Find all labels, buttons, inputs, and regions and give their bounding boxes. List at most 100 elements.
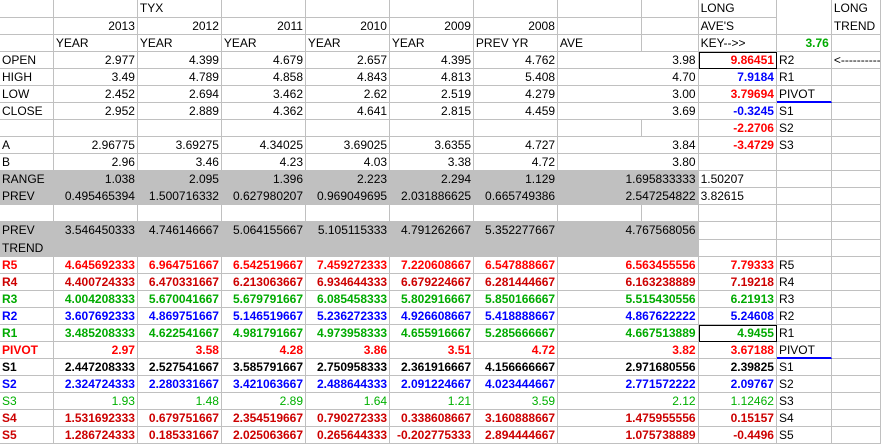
- key-value[interactable]: 6.21913: [698, 291, 777, 308]
- cell[interactable]: 0.627980207: [221, 188, 307, 205]
- row-label[interactable]: LOW: [0, 86, 54, 103]
- key-value[interactable]: 4.9455: [698, 325, 777, 342]
- cell[interactable]: 3.421063667: [221, 376, 307, 393]
- cell[interactable]: [776, 171, 832, 188]
- cell[interactable]: 1.50207: [698, 171, 777, 188]
- cell[interactable]: [831, 308, 881, 325]
- cell[interactable]: [776, 18, 832, 35]
- cell[interactable]: [221, 120, 306, 137]
- cell[interactable]: 1.286724333: [53, 427, 138, 444]
- key-value[interactable]: [698, 154, 777, 171]
- cell[interactable]: [776, 240, 832, 257]
- key-value[interactable]: 3.79694: [698, 86, 777, 103]
- cell[interactable]: [0, 35, 54, 52]
- cell[interactable]: 2.025063667: [221, 427, 307, 444]
- cell[interactable]: 2.361916667: [390, 359, 475, 376]
- cell[interactable]: [0, 120, 54, 137]
- cell[interactable]: 4.926608667: [390, 308, 475, 325]
- row-label[interactable]: S5: [0, 427, 54, 444]
- cell[interactable]: 4.762: [474, 52, 559, 69]
- key-value[interactable]: 0.15157: [698, 410, 777, 427]
- cell[interactable]: 3.00: [558, 86, 699, 103]
- cell[interactable]: [777, 0, 832, 18]
- cell[interactable]: 1.21: [390, 393, 475, 410]
- year-header[interactable]: 2010: [305, 18, 390, 35]
- cell[interactable]: [831, 359, 881, 376]
- cell[interactable]: 6.563455556: [558, 257, 699, 274]
- cell[interactable]: 2.62: [306, 86, 391, 103]
- level-name[interactable]: R1: [776, 69, 832, 86]
- row-label[interactable]: A: [0, 137, 54, 154]
- cell[interactable]: 4.858: [221, 69, 307, 86]
- row-label[interactable]: S3: [0, 393, 54, 410]
- key-value[interactable]: 2.39825: [698, 359, 777, 376]
- cell[interactable]: 6.679224667: [390, 274, 475, 291]
- cell[interactable]: [641, 0, 699, 18]
- long-trend-line1[interactable]: LONG: [832, 0, 881, 18]
- cell[interactable]: 2.294: [390, 171, 475, 188]
- level-name[interactable]: R1: [776, 325, 832, 342]
- cell[interactable]: 2.547254822: [558, 188, 699, 205]
- cell[interactable]: [137, 120, 222, 137]
- cell[interactable]: [831, 222, 881, 240]
- cell[interactable]: 3.80: [558, 154, 699, 171]
- cell[interactable]: [53, 240, 138, 257]
- cell[interactable]: [831, 137, 881, 154]
- cell[interactable]: 2.527541667: [137, 359, 222, 376]
- col-label[interactable]: AVE: [557, 35, 642, 52]
- year-header[interactable]: 2012: [137, 18, 222, 35]
- cell[interactable]: 6.213063667: [221, 274, 307, 291]
- cell[interactable]: [831, 342, 881, 359]
- cell[interactable]: [831, 240, 881, 257]
- level-name[interactable]: R4: [776, 274, 832, 291]
- cell[interactable]: [221, 205, 306, 222]
- cell[interactable]: 4.279: [474, 86, 559, 103]
- cell[interactable]: 2.12: [558, 393, 699, 410]
- cell[interactable]: [557, 120, 642, 137]
- cell[interactable]: 2.894444667: [474, 427, 559, 444]
- cell[interactable]: 3.69025: [306, 137, 391, 154]
- cell[interactable]: 3.82: [558, 342, 699, 359]
- cell[interactable]: 2.889: [137, 103, 222, 120]
- cell[interactable]: [305, 120, 390, 137]
- cell[interactable]: 4.973958333: [306, 325, 391, 342]
- cell[interactable]: 0.969049695: [306, 188, 391, 205]
- key-value[interactable]: 7.79333: [698, 257, 777, 274]
- cell[interactable]: 6.934644333: [306, 274, 391, 291]
- cell[interactable]: 3.51: [390, 342, 475, 359]
- cell[interactable]: 2.657: [306, 52, 391, 69]
- cell[interactable]: 2.447208333: [53, 359, 138, 376]
- cell[interactable]: 4.34025: [221, 137, 307, 154]
- cell[interactable]: 3.462: [221, 86, 307, 103]
- cell[interactable]: 3.98: [558, 52, 699, 69]
- cell[interactable]: -0.202775333: [390, 427, 475, 444]
- key-label[interactable]: KEY-->>: [698, 35, 777, 52]
- cell[interactable]: 4.641: [306, 103, 391, 120]
- cell[interactable]: 4.746146667: [137, 222, 222, 240]
- row-label[interactable]: R4: [0, 274, 54, 291]
- cell[interactable]: 2.324724333: [53, 376, 138, 393]
- cell[interactable]: 2.280331667: [137, 376, 222, 393]
- key-value[interactable]: -0.3245: [698, 103, 777, 120]
- cell[interactable]: [53, 0, 138, 18]
- cell[interactable]: 7.459272333: [306, 257, 391, 274]
- cell[interactable]: 2.091224667: [390, 376, 475, 393]
- cell[interactable]: [53, 205, 138, 222]
- cell[interactable]: 6.542519667: [221, 257, 307, 274]
- cell[interactable]: 3.485208333: [53, 325, 138, 342]
- cell[interactable]: [641, 35, 699, 52]
- col-label[interactable]: YEAR: [221, 35, 306, 52]
- cell[interactable]: 2.031886625: [390, 188, 475, 205]
- row-label[interactable]: RANGE: [0, 171, 54, 188]
- cell[interactable]: [831, 103, 881, 120]
- cell[interactable]: 4.867622222: [558, 308, 699, 325]
- col-label[interactable]: YEAR: [137, 35, 222, 52]
- cell[interactable]: 4.655916667: [390, 325, 475, 342]
- level-name[interactable]: S2: [776, 376, 832, 393]
- cell[interactable]: 1.500716332: [137, 188, 222, 205]
- col-label[interactable]: YEAR: [389, 35, 474, 52]
- cell[interactable]: 4.399: [137, 52, 222, 69]
- cell[interactable]: [831, 188, 881, 205]
- long-trend-line2[interactable]: TREND: [831, 18, 881, 35]
- row-label[interactable]: R3: [0, 291, 54, 308]
